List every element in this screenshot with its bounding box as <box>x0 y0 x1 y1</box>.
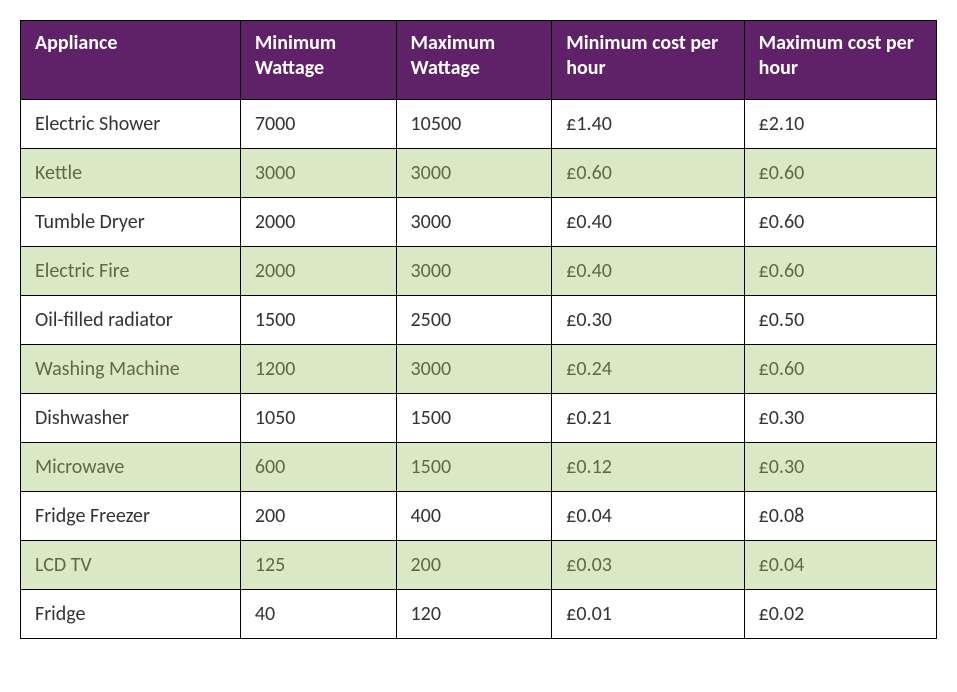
cell-appliance: Kettle <box>21 149 241 198</box>
cell-appliance: Electric Fire <box>21 247 241 296</box>
cell-min-wattage: 3000 <box>240 149 396 198</box>
cell-min-cost: £0.04 <box>552 492 744 541</box>
cell-min-wattage: 7000 <box>240 100 396 149</box>
cell-max-wattage: 3000 <box>396 198 552 247</box>
cell-appliance: Dishwasher <box>21 394 241 443</box>
cell-max-cost: £0.08 <box>744 492 936 541</box>
table-row: Electric Shower 7000 10500 £1.40 £2.10 <box>21 100 937 149</box>
cell-max-cost: £0.60 <box>744 247 936 296</box>
cell-min-wattage: 200 <box>240 492 396 541</box>
col-min-wattage: Minimum Wattage <box>240 21 396 100</box>
cell-max-wattage: 200 <box>396 541 552 590</box>
cell-min-wattage: 2000 <box>240 198 396 247</box>
cell-max-wattage: 120 <box>396 590 552 639</box>
cell-max-wattage: 3000 <box>396 345 552 394</box>
cell-min-wattage: 40 <box>240 590 396 639</box>
table-header: Appliance Minimum Wattage Maximum Wattag… <box>21 21 937 100</box>
cell-appliance: Fridge <box>21 590 241 639</box>
cell-max-cost: £0.50 <box>744 296 936 345</box>
table-row: LCD TV 125 200 £0.03 £0.04 <box>21 541 937 590</box>
cell-appliance: Fridge Freezer <box>21 492 241 541</box>
cell-appliance: LCD TV <box>21 541 241 590</box>
cell-max-cost: £0.04 <box>744 541 936 590</box>
cell-appliance: Washing Machine <box>21 345 241 394</box>
cell-max-wattage: 400 <box>396 492 552 541</box>
cell-max-wattage: 1500 <box>396 443 552 492</box>
cell-max-cost: £0.60 <box>744 149 936 198</box>
table-header-row: Appliance Minimum Wattage Maximum Wattag… <box>21 21 937 100</box>
cell-min-wattage: 600 <box>240 443 396 492</box>
cell-max-cost: £0.60 <box>744 345 936 394</box>
cell-min-wattage: 125 <box>240 541 396 590</box>
cell-min-cost: £0.12 <box>552 443 744 492</box>
cell-max-wattage: 2500 <box>396 296 552 345</box>
cell-min-cost: £0.01 <box>552 590 744 639</box>
table-row: Microwave 600 1500 £0.12 £0.30 <box>21 443 937 492</box>
cell-max-cost: £0.30 <box>744 443 936 492</box>
col-max-wattage: Maximum Wattage <box>396 21 552 100</box>
cell-max-wattage: 3000 <box>396 247 552 296</box>
col-appliance: Appliance <box>21 21 241 100</box>
cell-min-wattage: 1200 <box>240 345 396 394</box>
table-row: Electric Fire 2000 3000 £0.40 £0.60 <box>21 247 937 296</box>
cell-appliance: Microwave <box>21 443 241 492</box>
table-row: Fridge 40 120 £0.01 £0.02 <box>21 590 937 639</box>
cell-min-cost: £0.40 <box>552 247 744 296</box>
cell-max-cost: £0.02 <box>744 590 936 639</box>
cell-max-cost: £0.30 <box>744 394 936 443</box>
table-row: Kettle 3000 3000 £0.60 £0.60 <box>21 149 937 198</box>
cell-max-cost: £0.60 <box>744 198 936 247</box>
cell-appliance: Oil-filled radiator <box>21 296 241 345</box>
appliance-cost-table: Appliance Minimum Wattage Maximum Wattag… <box>20 20 937 639</box>
table-row: Dishwasher 1050 1500 £0.21 £0.30 <box>21 394 937 443</box>
cell-min-wattage: 1050 <box>240 394 396 443</box>
cell-min-wattage: 2000 <box>240 247 396 296</box>
cell-min-cost: £0.30 <box>552 296 744 345</box>
appliance-cost-table-container: Appliance Minimum Wattage Maximum Wattag… <box>20 20 937 639</box>
cell-appliance: Electric Shower <box>21 100 241 149</box>
cell-min-cost: £0.21 <box>552 394 744 443</box>
cell-max-wattage: 10500 <box>396 100 552 149</box>
cell-max-wattage: 1500 <box>396 394 552 443</box>
cell-appliance: Tumble Dryer <box>21 198 241 247</box>
table-row: Oil-filled radiator 1500 2500 £0.30 £0.5… <box>21 296 937 345</box>
cell-min-cost: £0.40 <box>552 198 744 247</box>
cell-min-cost: £0.03 <box>552 541 744 590</box>
table-row: Washing Machine 1200 3000 £0.24 £0.60 <box>21 345 937 394</box>
col-min-cost: Minimum cost per hour <box>552 21 744 100</box>
table-row: Tumble Dryer 2000 3000 £0.40 £0.60 <box>21 198 937 247</box>
cell-min-cost: £0.60 <box>552 149 744 198</box>
col-max-cost: Maximum cost per hour <box>744 21 936 100</box>
table-body: Electric Shower 7000 10500 £1.40 £2.10 K… <box>21 100 937 639</box>
table-row: Fridge Freezer 200 400 £0.04 £0.08 <box>21 492 937 541</box>
cell-min-cost: £1.40 <box>552 100 744 149</box>
cell-min-wattage: 1500 <box>240 296 396 345</box>
cell-max-wattage: 3000 <box>396 149 552 198</box>
cell-max-cost: £2.10 <box>744 100 936 149</box>
cell-min-cost: £0.24 <box>552 345 744 394</box>
